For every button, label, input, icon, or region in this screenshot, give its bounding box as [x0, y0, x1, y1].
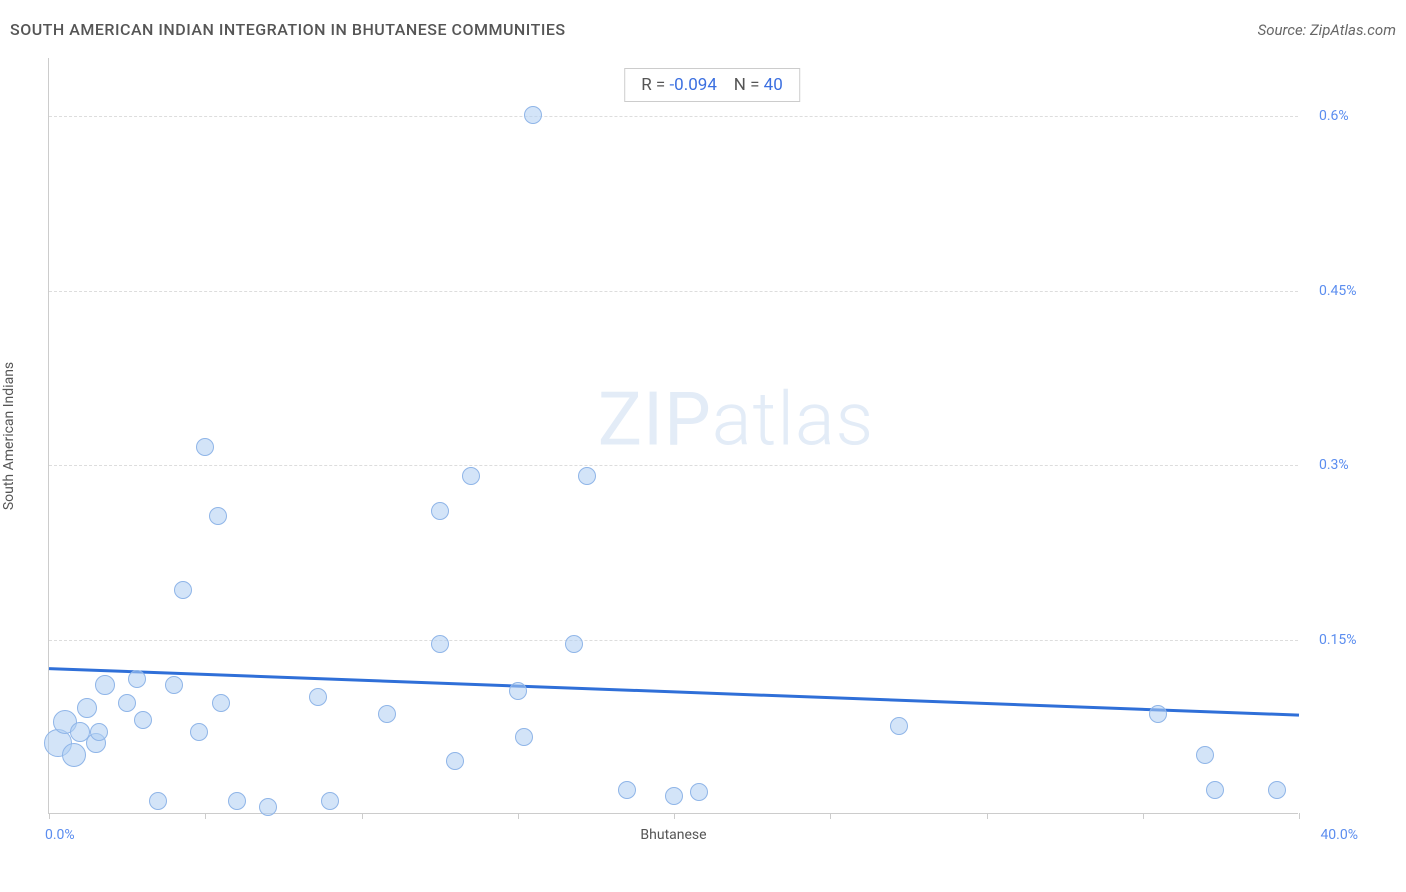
scatter-point	[618, 781, 636, 799]
x-axis-title: Bhutanese	[640, 827, 706, 843]
scatter-point	[321, 792, 339, 810]
scatter-point	[196, 438, 214, 456]
scatter-point	[165, 676, 183, 694]
scatter-point	[134, 711, 152, 729]
chart-title: SOUTH AMERICAN INDIAN INTEGRATION IN BHU…	[10, 20, 566, 39]
scatter-point	[228, 792, 246, 810]
n-label: N =	[734, 75, 760, 95]
scatter-point	[431, 635, 449, 653]
y-axis-title: South American Indians	[1, 361, 17, 509]
y-tick-label: 0.3%	[1319, 457, 1349, 473]
scatter-point	[431, 502, 449, 520]
scatter-point	[890, 717, 908, 735]
scatter-point	[1206, 781, 1224, 799]
scatter-point	[515, 728, 533, 746]
chart-container: ZIPatlas South American Indians Bhutanes…	[48, 58, 1376, 852]
scatter-point	[446, 752, 464, 770]
chart-source: Source: ZipAtlas.com	[1258, 21, 1396, 39]
scatter-point	[212, 694, 230, 712]
scatter-point	[190, 723, 208, 741]
scatter-point	[524, 106, 542, 124]
scatter-point	[77, 698, 97, 718]
x-max-label: 40.0%	[1320, 827, 1358, 843]
scatter-point	[128, 670, 146, 688]
scatter-point	[1268, 781, 1286, 799]
y-tick-label: 0.15%	[1319, 632, 1357, 648]
scatter-point	[149, 792, 167, 810]
y-tick-label: 0.6%	[1319, 108, 1349, 124]
scatter-point	[578, 467, 596, 485]
scatter-point	[174, 581, 192, 599]
scatter-point	[259, 798, 277, 816]
scatter-point	[209, 507, 227, 525]
scatter-point	[1149, 705, 1167, 723]
r-label: R =	[641, 75, 665, 95]
scatter-point	[690, 783, 708, 801]
scatter-point	[118, 694, 136, 712]
y-tick-label: 0.45%	[1319, 283, 1357, 299]
trendline	[49, 669, 1299, 716]
scatter-point	[309, 688, 327, 706]
r-value: -0.094	[669, 75, 716, 95]
scatter-point	[378, 705, 396, 723]
plot-area: ZIPatlas South American Indians Bhutanes…	[48, 58, 1298, 814]
scatter-point	[462, 467, 480, 485]
scatter-point	[90, 723, 108, 741]
scatter-point	[95, 675, 115, 695]
chart-header: SOUTH AMERICAN INDIAN INTEGRATION IN BHU…	[10, 20, 1396, 39]
trendline-layer	[49, 58, 1299, 814]
scatter-point	[509, 682, 527, 700]
scatter-point	[62, 743, 86, 767]
scatter-point	[565, 635, 583, 653]
n-value: 40	[764, 75, 783, 95]
stats-box: R = -0.094 N = 40	[624, 68, 800, 102]
x-min-label: 0.0%	[45, 827, 75, 843]
x-tick	[1299, 813, 1300, 819]
scatter-point	[1196, 746, 1214, 764]
scatter-point	[665, 787, 683, 805]
